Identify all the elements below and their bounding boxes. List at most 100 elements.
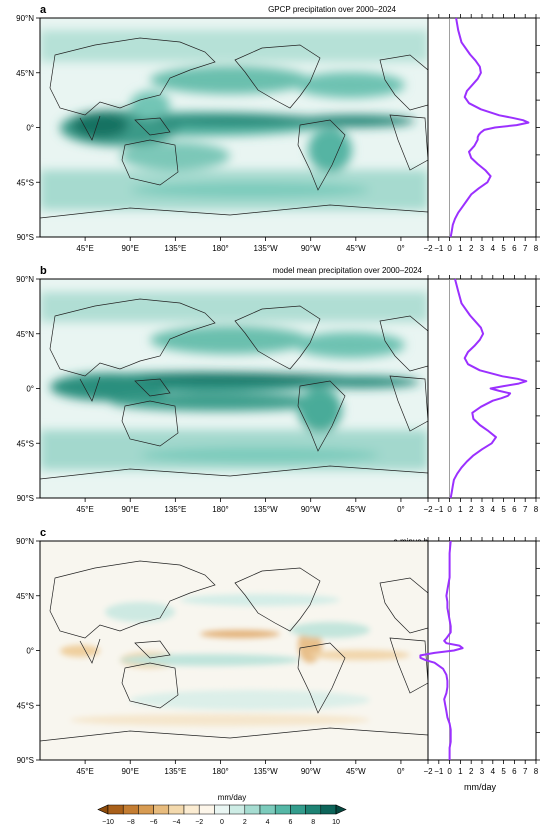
- colorbar-tick-label: −4: [172, 819, 180, 826]
- panel-b-map: [40, 279, 428, 498]
- map-lon-label: 180°: [212, 767, 229, 776]
- profile-x-tick-label: 0: [447, 244, 452, 253]
- colorbar-swatch: [320, 804, 337, 815]
- profile-x-tick-label: 5: [501, 244, 506, 253]
- map-lon-label: 135°W: [254, 767, 279, 776]
- panel-b-letter: b: [40, 265, 47, 277]
- map-lon-label: 0°: [397, 505, 405, 514]
- panel-a-title: GPCP precipitation over 2000–2024: [268, 5, 396, 14]
- panel-a: a GPCP precipitation over 2000–2024: [39, 4, 429, 238]
- map-lat-label: 90°N: [16, 14, 34, 23]
- map-lat-label: 90°N: [16, 275, 34, 284]
- panel-a-map: [40, 18, 428, 237]
- profile-x-tick-label: 5: [501, 767, 506, 776]
- profile-x-tick-label: 8: [534, 244, 539, 253]
- map-lon-label: 45°W: [346, 505, 366, 514]
- colorbar-label: mm/day: [218, 793, 246, 802]
- colorbar-tick-label: 8: [311, 819, 315, 826]
- colorbar-min-arrow: [97, 804, 109, 815]
- map-lon-label: 45°E: [76, 767, 93, 776]
- panel-c-letter: c: [40, 527, 46, 539]
- colorbar-tick-label: 6: [288, 819, 292, 826]
- profile-xlabel: mm/day: [464, 782, 497, 792]
- colorbar-swatch: [122, 804, 139, 815]
- colorbar-tick-label: 0: [220, 819, 224, 826]
- map-lat-label: 45°N: [16, 592, 34, 601]
- map-lon-label: 0°: [397, 767, 405, 776]
- colorbar-swatch: [138, 804, 154, 815]
- map-lon-label: 90°E: [122, 244, 139, 253]
- profile-x-tick-label: 5: [501, 505, 506, 514]
- profile-x-tick-label: −2: [423, 767, 433, 776]
- panel-b-title: model mean precipitation over 2000–2024: [273, 266, 423, 275]
- profile-x-tick-label: 2: [469, 244, 474, 253]
- profile-x-tick-label: 2: [469, 767, 474, 776]
- profile-frame: [427, 278, 537, 499]
- colorbar-tick-label: 2: [243, 819, 247, 826]
- profile-x-tick-label: 1: [458, 244, 463, 253]
- panel-c-map: [40, 541, 428, 760]
- map-lon-label: 45°E: [76, 505, 93, 514]
- colorbar-swatches: −10 −8 −6 −4 −2 0 2 4 6 8 10: [97, 804, 347, 826]
- map-lon-label: 90°W: [301, 505, 321, 514]
- map-lon-label: 90°E: [122, 505, 139, 514]
- profile-x-tick-label: 7: [523, 244, 528, 253]
- colorbar: mm/day −10 −8 −6 −4 −2 0 2 4 6 8 10: [97, 793, 347, 826]
- profile-frame: [427, 17, 537, 238]
- map-lat-label: 90°S: [17, 494, 34, 503]
- map-lon-label: 45°W: [346, 767, 366, 776]
- profile-x-tick-label: 4: [491, 767, 496, 776]
- map-lat-label: 45°S: [17, 178, 34, 187]
- colorbar-tick-label: 10: [332, 819, 340, 826]
- map-lon-label: 180°: [212, 244, 229, 253]
- map-lon-label: 90°W: [301, 767, 321, 776]
- panel-b-coastlines: [40, 298, 428, 480]
- colorbar-swatch: [290, 804, 306, 815]
- panel-c-coastlines: [40, 560, 428, 742]
- map-lon-label: 135°W: [254, 505, 279, 514]
- profile-x-tick-label: 8: [534, 767, 539, 776]
- profile-x-tick-label: 7: [523, 505, 528, 514]
- map-lat-label: 0°: [26, 647, 34, 656]
- colorbar-swatch: [229, 804, 246, 815]
- colorbar-swatch: [244, 804, 261, 815]
- profile-x-tick-label: −1: [434, 244, 444, 253]
- map-lon-label: 135°W: [254, 244, 279, 253]
- map-lon-label: 135°E: [164, 505, 186, 514]
- profile-x-tick-label: −1: [434, 505, 444, 514]
- map-lon-label: 45°E: [76, 244, 93, 253]
- profile-series-line: [419, 540, 464, 760]
- colorbar-tick-label: −6: [150, 819, 158, 826]
- colorbar-swatch: [198, 804, 215, 815]
- colorbar-swatch: [153, 804, 170, 815]
- colorbar-tick-label: −2: [195, 819, 203, 826]
- map-lat-label: 90°S: [17, 233, 34, 242]
- profile-x-tick-label: 1: [458, 505, 463, 514]
- profile-x-tick-label: 6: [512, 244, 517, 253]
- profile-series-line: [449, 278, 528, 499]
- colorbar-swatch: [214, 804, 230, 815]
- profile-x-tick-label: 0: [447, 767, 452, 776]
- profile-x-tick-label: 3: [480, 767, 485, 776]
- map-lat-label: 0°: [26, 385, 34, 394]
- map-axes: 45°E 90°E 135°E 180° 135°W 90°W 45°W 0° 90°N 45°N…: [16, 14, 405, 776]
- colorbar-tick-label: −8: [127, 819, 135, 826]
- colorbar-tick-label: −10: [102, 819, 114, 826]
- profile-x-tick-label: 6: [512, 505, 517, 514]
- profile-x-tick-label: 6: [512, 767, 517, 776]
- colorbar-swatch: [168, 804, 185, 815]
- profile-x-tick-label: −2: [423, 505, 433, 514]
- profile-x-tick-label: 4: [491, 244, 496, 253]
- profile-x-tick-label: −2: [423, 244, 433, 253]
- profile-x-tick-label: 3: [480, 505, 485, 514]
- profile-frame: [427, 540, 537, 761]
- map-lat-label: 45°N: [16, 330, 34, 339]
- colorbar-swatch: [305, 804, 322, 815]
- map-lat-label: 90°N: [16, 537, 34, 546]
- colorbar-swatch: [259, 804, 276, 815]
- panel-b: b model mean precipitation over 2000–202…: [39, 265, 429, 499]
- colorbar-tick-label: 4: [266, 819, 270, 826]
- panel-c: c a minus b: [39, 527, 429, 761]
- panel-a-letter: a: [40, 4, 47, 16]
- map-lon-label: 135°E: [164, 244, 186, 253]
